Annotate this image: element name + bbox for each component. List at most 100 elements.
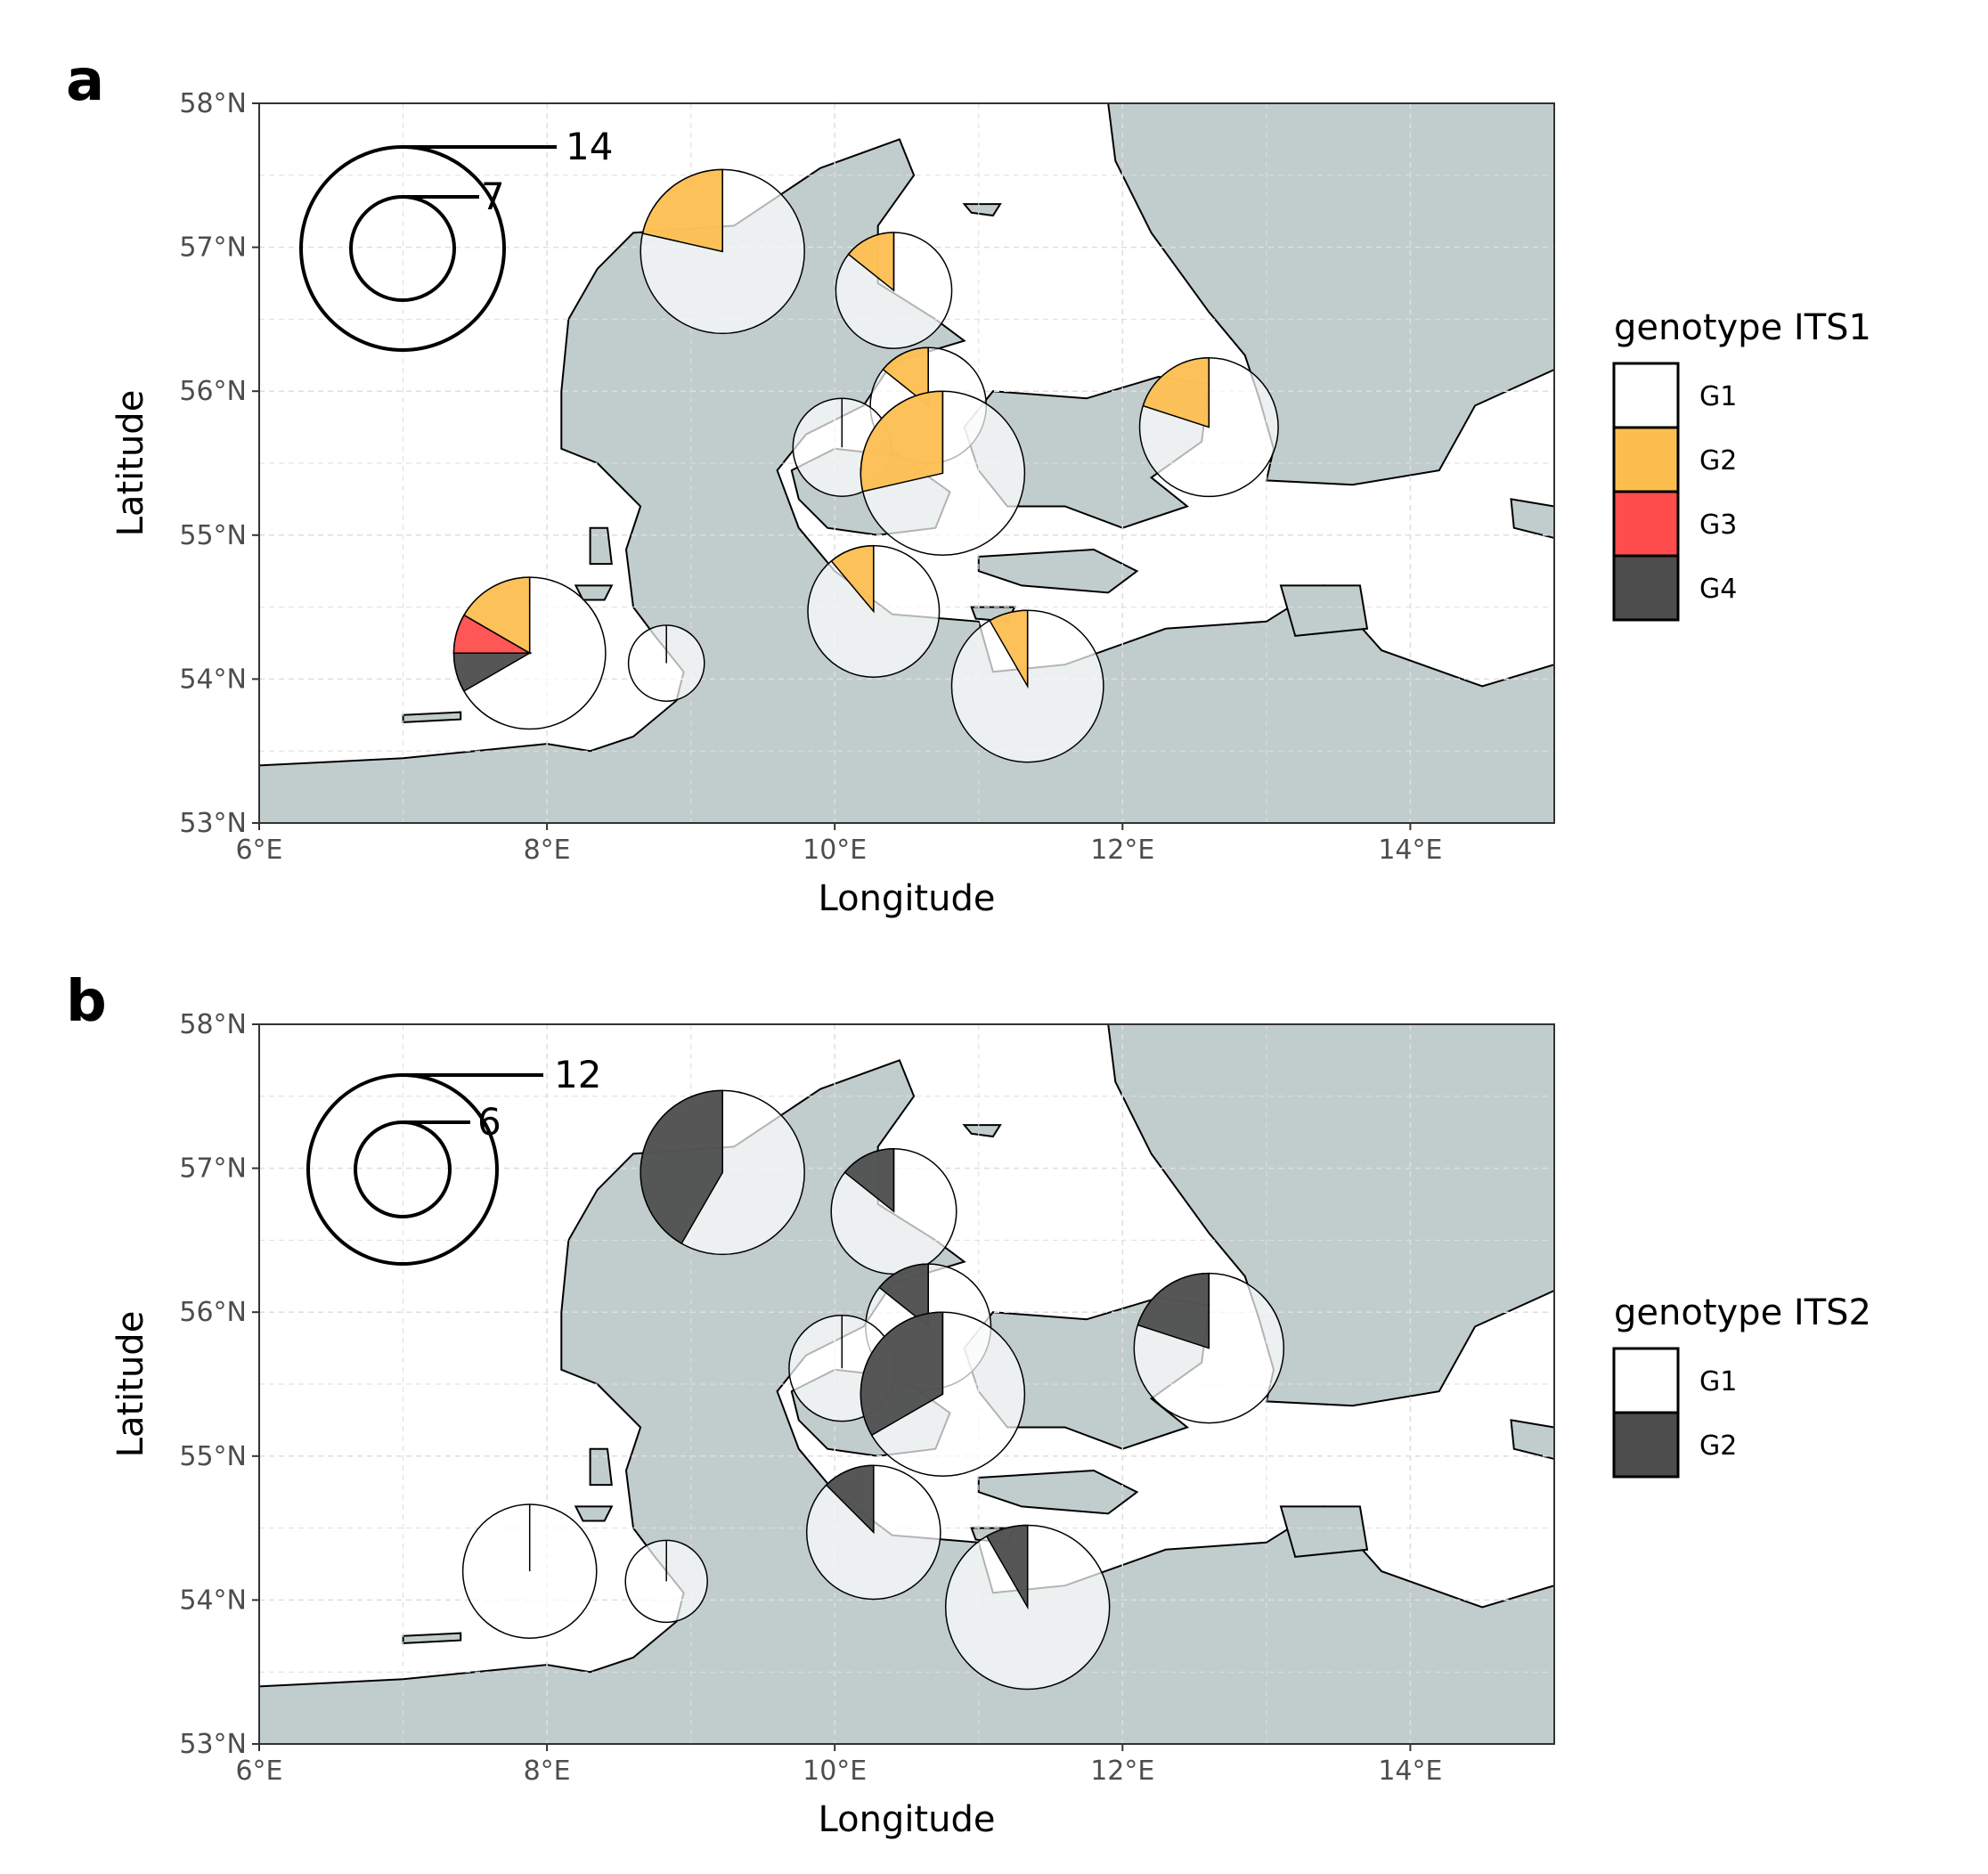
legend-title: genotype ITS1: [1614, 307, 1871, 348]
size-scale: 14 7: [299, 125, 613, 352]
site-pie: [627, 624, 705, 702]
legend-label: G2: [1699, 1430, 1737, 1462]
size-scale-small-label: 6: [477, 1100, 501, 1144]
size-scale-large-label: 12: [554, 1053, 601, 1096]
land-polygon: [589, 526, 613, 566]
legend-label: G1: [1699, 381, 1737, 412]
x-tick-label: 14°E: [1378, 1756, 1442, 1787]
site-pie: [835, 232, 953, 349]
pie-slice-g2: [641, 168, 723, 253]
pie-slice-g4: [452, 652, 533, 692]
land-polygon: [1107, 103, 1554, 486]
land-polygon: [1279, 584, 1369, 637]
site-pie: [860, 1311, 1026, 1478]
y-tick-label: 55°N: [179, 1441, 247, 1472]
legend-key-g1: [1612, 1347, 1680, 1414]
x-tick-label: 14°E: [1378, 835, 1442, 866]
legend-label: G1: [1699, 1366, 1737, 1397]
size-scale: 12 6: [306, 1053, 601, 1266]
panel-label: b: [66, 969, 107, 1035]
pie-slice-g2: [847, 232, 895, 292]
pie-slice-g2: [640, 1089, 723, 1245]
site-pie: [950, 609, 1104, 763]
pie-markers: [461, 1089, 1285, 1691]
legend-key-g3: [1612, 490, 1680, 558]
y-tick-label: 53°N: [179, 808, 247, 839]
pie-slice-g2: [882, 346, 929, 407]
legend-entry: G1: [1612, 362, 1737, 429]
x-tick-label: 8°E: [524, 835, 571, 866]
legend-label: G2: [1699, 445, 1737, 477]
x-tick-label: 8°E: [524, 1756, 571, 1787]
x-tick-label: 12°E: [1090, 835, 1154, 866]
land-polygon: [1510, 498, 1554, 540]
land-layer: [259, 103, 1554, 823]
site-pie: [452, 576, 607, 730]
y-axis-title: Latitude: [110, 390, 151, 537]
axis-ticks: 6°E 8°E 10°E 12°E 14°E 53°N 54°N 55°N 56°N 57°N 58…: [179, 88, 1442, 866]
plot-border: [258, 102, 1555, 824]
site-pie: [461, 1503, 598, 1639]
map-area: [259, 103, 1554, 823]
legend-label: G3: [1699, 509, 1737, 541]
panel-label: a: [66, 48, 104, 114]
legend-key-g2: [1612, 1411, 1680, 1479]
site-pie: [624, 1539, 708, 1624]
y-tick-label: 57°N: [179, 1153, 247, 1185]
x-tick-label: 10°E: [803, 835, 867, 866]
y-tick-label: 57°N: [179, 232, 247, 264]
legend: genotype ITS2 G1 G2: [1612, 1292, 1871, 1479]
y-axis-title: Latitude: [110, 1311, 151, 1458]
x-tick-label: 6°E: [235, 1756, 282, 1787]
legend-title: genotype ITS2: [1614, 1292, 1871, 1333]
pie-slice-g2: [825, 1464, 875, 1535]
y-tick-label: 55°N: [179, 520, 247, 551]
y-tick-label: 54°N: [179, 664, 247, 695]
legend-key-g1: [1612, 362, 1680, 429]
plot-border: [258, 1023, 1555, 1745]
land-polygon: [574, 1505, 614, 1522]
land-polygon: [589, 1447, 613, 1487]
x-tick-label: 6°E: [235, 835, 282, 866]
land-polygon: [977, 1469, 1139, 1515]
site-pie: [944, 1524, 1111, 1691]
legend-entry: G2: [1612, 1411, 1737, 1479]
pie-markers: [452, 168, 1279, 763]
pie-slice-g2: [462, 576, 531, 655]
pie-slice-g2: [1142, 357, 1210, 428]
site-pie: [1133, 1272, 1285, 1424]
size-scale-large-label: 14: [566, 125, 613, 168]
axis-ticks: 6°E 8°E 10°E 12°E 14°E 53°N 54°N 55°N 56°N 57°N 58…: [179, 1009, 1442, 1787]
y-tick-label: 58°N: [179, 88, 247, 119]
legend-entry: G4: [1612, 554, 1737, 622]
site-pie: [1138, 357, 1279, 498]
x-tick-label: 12°E: [1090, 1756, 1154, 1787]
x-axis-title: Longitude: [819, 1799, 996, 1840]
panel-a: a 6°E 8°E 10°E 12°E 14°E 53°N 54°N 55°N 56°N 57°N…: [66, 48, 1871, 919]
land-polygon: [1510, 1419, 1554, 1461]
map-area: [259, 1024, 1554, 1744]
pie-slice-g2: [1137, 1272, 1210, 1349]
y-tick-label: 56°N: [179, 376, 247, 407]
x-axis-title: Longitude: [819, 878, 996, 919]
legend-entry: G3: [1612, 490, 1737, 558]
land-polygon: [402, 711, 462, 723]
site-pie: [807, 544, 941, 678]
site-pie: [830, 1148, 957, 1275]
legend-entry: G2: [1612, 426, 1737, 493]
land-polygon: [1279, 1505, 1369, 1558]
legend-label: G4: [1699, 574, 1737, 605]
site-pie: [860, 390, 1026, 557]
legend-key-g4: [1612, 554, 1680, 622]
land-polygon: [962, 203, 1002, 217]
y-tick-label: 58°N: [179, 1009, 247, 1040]
pie-slice-g2: [843, 1148, 895, 1213]
y-tick-label: 54°N: [179, 1585, 247, 1616]
legend-key-g2: [1612, 426, 1680, 493]
y-tick-label: 53°N: [179, 1729, 247, 1760]
site-pie: [640, 1089, 805, 1256]
land-polygon: [977, 548, 1139, 594]
x-tick-label: 10°E: [803, 1756, 867, 1787]
panel-b: b 6°E 8°E 10°E 12°E 14°E 53°N 54°N 55°N 56°N 57°N…: [66, 969, 1871, 1840]
